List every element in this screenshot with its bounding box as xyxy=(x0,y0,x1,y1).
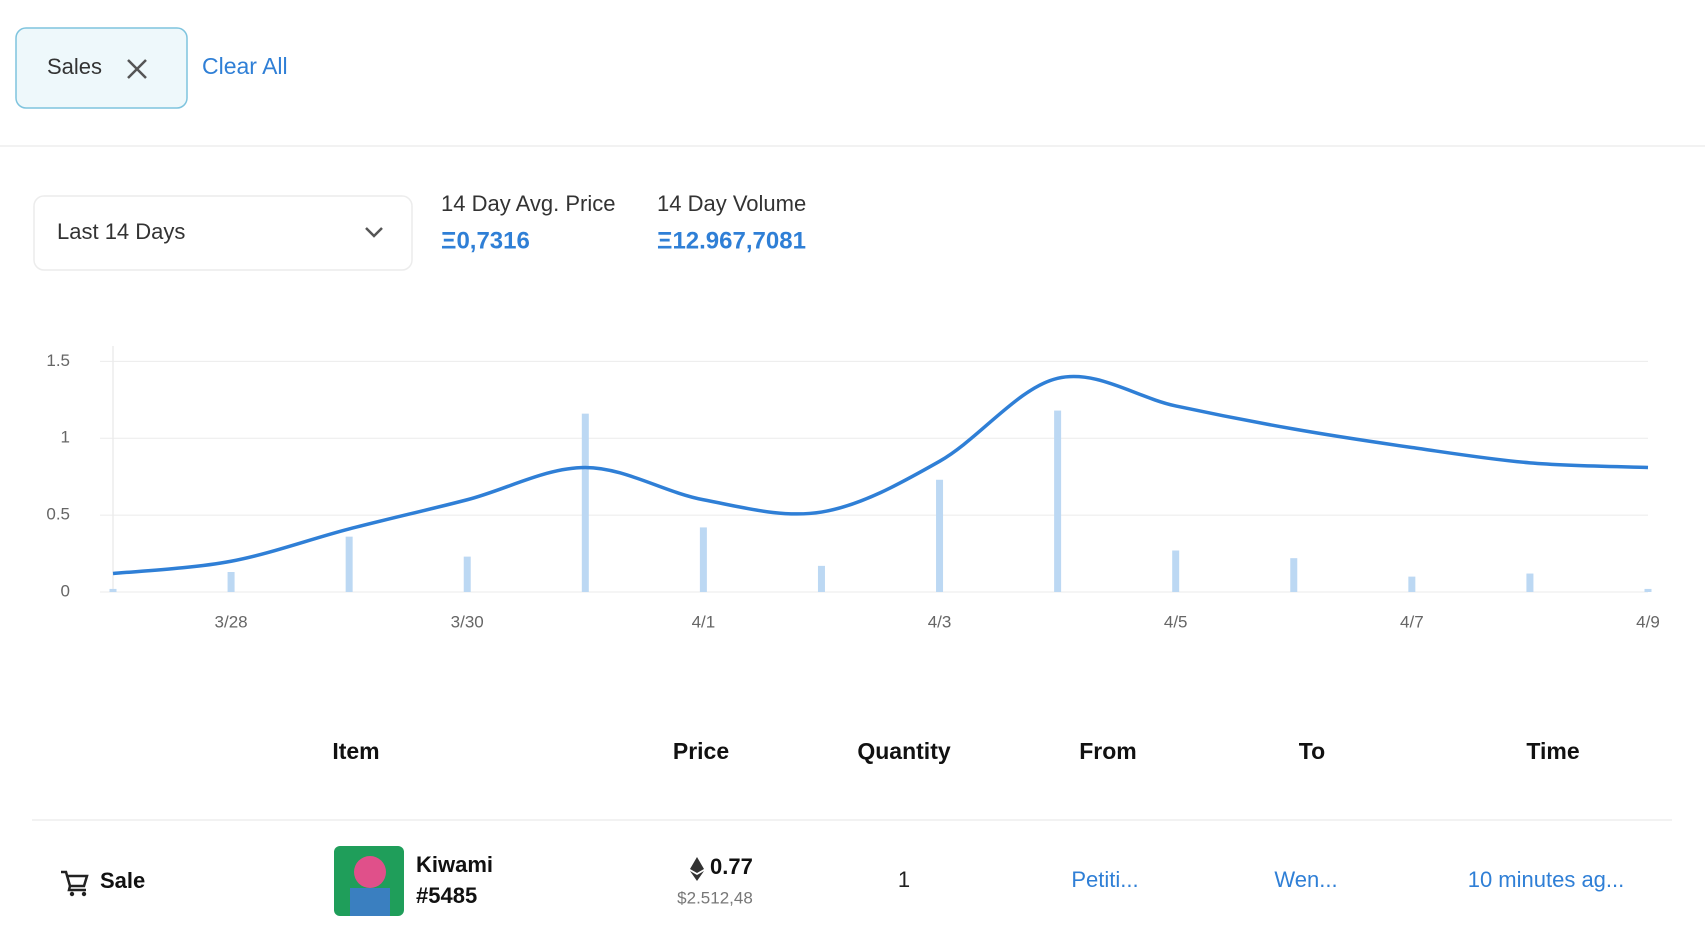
x-tick-label: 3/30 xyxy=(451,612,484,631)
chip-label: Sales xyxy=(47,54,102,79)
to-link[interactable]: Wen... xyxy=(1274,867,1337,892)
bar xyxy=(1644,588,1652,592)
column-header: To xyxy=(1299,738,1325,764)
stat-value: Ξ12.967,7081 xyxy=(657,227,806,254)
x-tick-label: 4/3 xyxy=(928,612,952,631)
chevron xyxy=(365,227,383,238)
bar xyxy=(936,479,944,592)
stat-value: Ξ0,7316 xyxy=(441,227,530,254)
item-name[interactable]: Kiwami xyxy=(416,852,493,877)
bar xyxy=(109,588,117,592)
bar xyxy=(1172,550,1180,592)
x-tick-label: 4/7 xyxy=(1400,612,1424,631)
bar xyxy=(463,556,471,592)
bar xyxy=(817,565,825,592)
stat-label: 14 Day Volume xyxy=(657,191,806,216)
range-dropdown[interactable] xyxy=(33,195,413,271)
x-tick-label: 4/9 xyxy=(1636,612,1660,631)
from-link[interactable]: Petiti... xyxy=(1071,867,1138,892)
bar xyxy=(227,572,235,592)
quantity: 1 xyxy=(898,867,910,892)
y-tick-label: 1 xyxy=(61,428,70,447)
y-tick-label: 0.5 xyxy=(46,505,70,524)
chart: 0 0.5 1 1.5 3/28 3/30 4/1 4/3 4/5 4/7 4/9 xyxy=(46,351,1659,632)
bar xyxy=(581,413,589,592)
range-label: Last 14 Days xyxy=(57,219,185,244)
y-tick-label: 1.5 xyxy=(46,351,70,370)
bar xyxy=(1054,410,1062,592)
bar xyxy=(1290,558,1298,592)
chip-close[interactable] xyxy=(127,59,147,79)
x-tick-label: 4/1 xyxy=(692,612,716,631)
clear-all[interactable]: Clear All xyxy=(202,53,288,79)
column-header: Price xyxy=(673,738,729,764)
cart-icon xyxy=(61,870,89,892)
event-type: Sale xyxy=(100,868,145,893)
bar xyxy=(699,527,707,592)
bar xyxy=(1408,576,1416,592)
y-tick-label: 0 xyxy=(61,581,70,600)
x-tick-label: 4/5 xyxy=(1164,612,1188,631)
price-usd: $2.512,48 xyxy=(677,888,753,907)
column-header: Quantity xyxy=(857,738,950,764)
column-header: Time xyxy=(1526,738,1579,764)
time-link[interactable]: 10 minutes ag... xyxy=(1468,867,1625,892)
filter-chip[interactable] xyxy=(15,27,188,109)
bar xyxy=(1526,573,1534,592)
column-header: Item xyxy=(332,738,379,764)
x-tick-label: 3/28 xyxy=(215,612,248,631)
price: 0.77 xyxy=(710,854,753,879)
eth-icon xyxy=(690,857,704,881)
stat-label: 14 Day Avg. Price xyxy=(441,191,615,216)
column-header: From xyxy=(1079,738,1137,764)
bar xyxy=(345,536,353,592)
price-line xyxy=(112,374,1649,576)
item-id[interactable]: #5485 xyxy=(416,883,477,908)
